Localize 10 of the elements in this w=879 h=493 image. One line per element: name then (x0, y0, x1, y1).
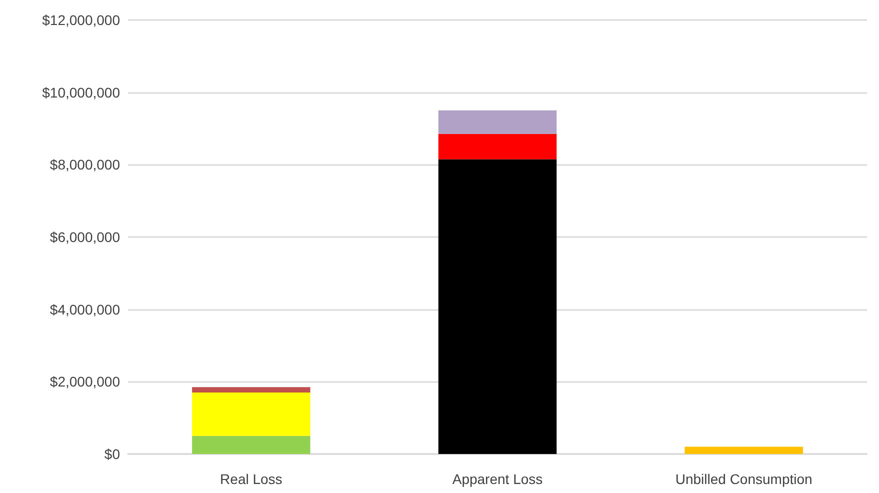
y-tick-label: $4,000,000 (50, 301, 120, 318)
y-tick-label: $2,000,000 (50, 374, 120, 390)
y-tick-label: $10,000,000 (42, 84, 120, 100)
x-tick-label: Real Loss (220, 471, 282, 487)
y-tick-label: $6,000,000 (50, 229, 120, 245)
y-tick-label: $12,000,000 (42, 12, 120, 28)
y-tick-label: $8,000,000 (50, 156, 120, 173)
x-tick-label: Unbilled Consumption (675, 471, 812, 487)
y-tick-label: $0 (104, 446, 120, 462)
x-tick-label: Apparent Loss (452, 471, 543, 487)
